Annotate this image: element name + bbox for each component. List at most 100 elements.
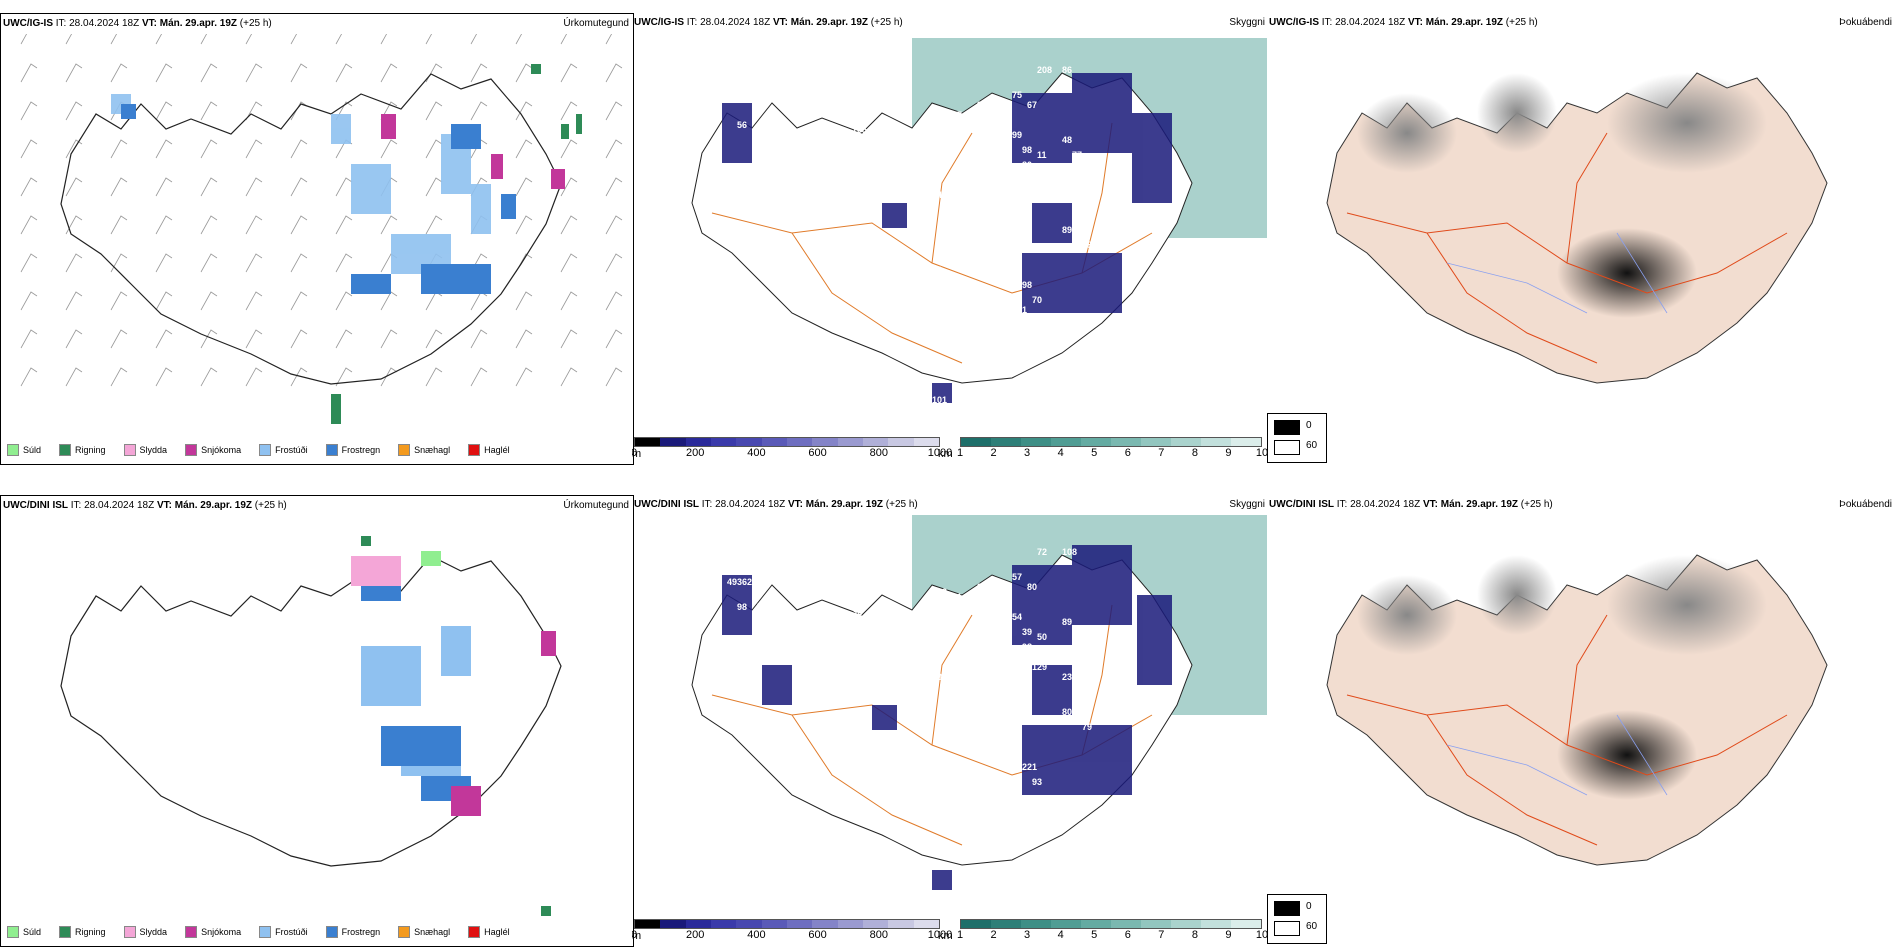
wind-barb — [470, 367, 488, 387]
panel-title: Skyggni — [1229, 17, 1265, 28]
wind-barb — [605, 215, 623, 235]
wind-barb — [200, 34, 208, 45]
legend-label: Frostregn — [341, 927, 381, 937]
colorbar-segment — [961, 920, 991, 928]
colorbar-segment — [1051, 920, 1081, 928]
visibility-value-label: 68 — [1002, 275, 1012, 285]
visibility-value-label: 198 — [792, 215, 807, 225]
wind-barb — [245, 329, 263, 349]
legend-swatch — [185, 926, 198, 938]
wind-barb — [380, 329, 398, 349]
wind-barb — [155, 215, 173, 235]
wind-barb — [515, 177, 533, 197]
wind-barb — [245, 367, 263, 387]
precip-map — [60, 536, 562, 916]
colorbar-tick: 7 — [1158, 929, 1165, 941]
visibility-value-label: 71 — [932, 747, 942, 757]
visibility-value-label: 80 — [1027, 582, 1037, 592]
wind-barb — [200, 177, 218, 197]
colorbar-segment — [862, 438, 889, 446]
colorbar-segment — [1021, 438, 1051, 446]
legend-label: Súld — [23, 445, 42, 455]
visibility-value-label: 86 — [1062, 65, 1072, 75]
wind-barb — [65, 101, 83, 121]
panel-title: Þokuábendi — [1839, 17, 1892, 28]
wind-barb — [245, 215, 263, 235]
legend-label: Haglél — [484, 927, 510, 937]
legend-item: Frostúði — [259, 926, 308, 938]
wind-barb — [560, 215, 578, 235]
colorbar-tick: 2 — [990, 929, 997, 941]
colorbar-tick: 3 — [1024, 929, 1031, 941]
colorbar-tick: 9 — [1225, 929, 1232, 941]
wind-barb — [605, 177, 623, 197]
colorbar-tick: 600 — [808, 929, 827, 941]
visibility-value-label: 174 — [1057, 647, 1072, 657]
visibility-value-label: 175 — [1072, 210, 1087, 220]
wind-barb — [155, 367, 173, 387]
wind-barb — [155, 63, 173, 83]
visibility-value-label: 493 — [727, 577, 742, 587]
legend-item: Rigning — [59, 926, 106, 938]
legend-item: Slydda — [123, 444, 167, 456]
wind-barb — [65, 291, 83, 311]
wind-barb — [470, 34, 478, 45]
visibility-value-label: 105 — [852, 125, 867, 135]
wind-barb — [290, 177, 308, 197]
visibility-km-colorbar: km 1 2 3 4 5 6 7 8 9 10 — [938, 919, 1267, 942]
colorbar-segment — [1201, 438, 1231, 446]
wind-barb — [200, 329, 218, 349]
wind-barb — [200, 253, 218, 273]
colorbar-segment — [1021, 920, 1051, 928]
wind-barb — [155, 253, 173, 273]
wind-barb — [290, 291, 308, 311]
wind-barb — [380, 63, 398, 83]
wind-barb — [425, 139, 443, 159]
wind-barb — [335, 34, 343, 45]
wind-barb — [200, 215, 218, 235]
visibility-value-label: 57 — [992, 607, 1002, 617]
colorbar-segment — [736, 438, 762, 446]
wind-barb — [65, 367, 83, 387]
visibility-value-label: 51 — [837, 135, 847, 145]
visibility-value-label: 122 — [782, 160, 797, 170]
visibility-km-colorbar: km 1 2 3 4 5 6 7 8 9 10 — [938, 437, 1267, 460]
colorbar-tick: 3 — [1024, 447, 1031, 459]
colorbar-tick: 0 — [632, 929, 638, 941]
visibility-value-label: 174 — [1027, 170, 1042, 180]
legend-swatch — [259, 444, 272, 456]
visibility-value-label: 412 — [722, 562, 737, 572]
wind-barb — [425, 215, 443, 235]
wind-barb — [605, 34, 613, 45]
visibility-value-label: 88 — [977, 752, 987, 762]
visibility-value-label: 139 — [1062, 190, 1077, 200]
colorbar-tick: 1 — [956, 447, 964, 459]
visibility-value-label: 360 — [907, 672, 922, 682]
visibility-value-label: 99 — [1012, 130, 1022, 140]
legend-swatch — [398, 926, 411, 938]
colorbar-segment — [1171, 920, 1201, 928]
wind-barb — [470, 329, 488, 349]
precip-legend: Súld Rigning Slydda Snjókoma Frostúði Frostre… — [7, 444, 520, 456]
wind-barb — [65, 253, 83, 273]
colorbar-tick: 1000 — [927, 447, 953, 459]
visibility-value-label: 60 — [957, 697, 967, 707]
colorbar-tick: 6 — [1124, 447, 1131, 459]
wind-barb — [335, 253, 353, 273]
legend-swatch — [185, 444, 198, 456]
wind-barb — [290, 253, 308, 273]
colorbar-segment — [1111, 438, 1141, 446]
visibility-value-label: 79 — [722, 80, 732, 90]
wind-barb — [290, 139, 308, 159]
legend-item: Haglél — [468, 926, 510, 938]
legend-label: Snæhagl — [414, 445, 451, 455]
legend-item: Súld — [7, 444, 41, 456]
wind-barb — [65, 63, 83, 83]
panel-header: UWC/IG-IS IT: 28.04.2024 18Z VT: Mán. 29… — [634, 17, 903, 28]
colorbar-tick: 5 — [1091, 447, 1098, 459]
visibility-value-label: 39 — [1022, 627, 1032, 637]
legend-swatch — [398, 444, 411, 456]
wind-barb — [425, 63, 443, 83]
wind-barb — [605, 329, 623, 349]
